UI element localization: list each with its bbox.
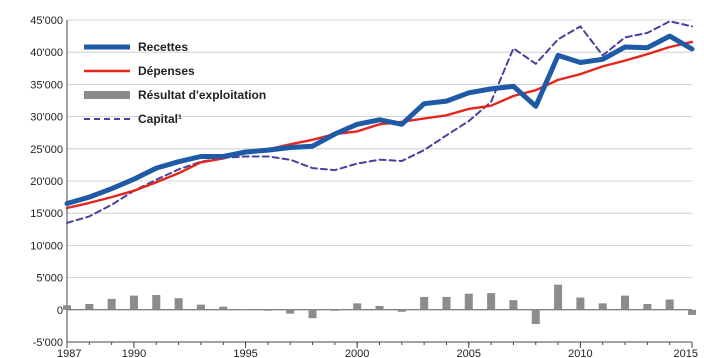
x-tick-label: 1987 xyxy=(57,348,81,358)
y-tick-label: 30'000 xyxy=(30,112,63,124)
bar-resultat-1995 xyxy=(241,309,250,311)
x-tick-label: 2000 xyxy=(345,348,369,358)
y-tick-label: 40'000 xyxy=(30,47,63,59)
x-tick-label: 2015 xyxy=(674,348,698,358)
bar-resultat-2006 xyxy=(487,293,496,310)
x-tick-label: 2005 xyxy=(457,348,481,358)
bar-resultat-2004 xyxy=(442,296,451,310)
y-tick-label: 0 xyxy=(57,305,63,317)
bar-resultat-2015 xyxy=(687,309,697,315)
series-line-depenses xyxy=(65,40,694,210)
bar-resultat-1997 xyxy=(286,309,295,314)
bar-resultat-1992 xyxy=(174,298,183,310)
bar-resultat-2001 xyxy=(375,305,384,310)
bar-resultat-1999 xyxy=(330,309,339,311)
bar-resultat-1990 xyxy=(129,295,138,310)
y-tick-label: 20'000 xyxy=(30,176,63,188)
bar-resultat-2007 xyxy=(509,300,518,310)
y-tick-label: 5'000 xyxy=(36,273,63,285)
y-tick-label: 10'000 xyxy=(30,240,63,252)
series-line-recettes xyxy=(64,33,695,206)
bar-resultat-1988 xyxy=(85,304,94,310)
series-line-capital xyxy=(66,20,693,224)
bar-resultat-2013 xyxy=(643,304,652,310)
bar-resultat-1996 xyxy=(263,309,272,311)
legend: Recettes Dépenses Résultat d'exploitation C… xyxy=(84,40,266,126)
bar-resultat-2009 xyxy=(554,284,563,310)
bar-resultat-2010 xyxy=(576,297,585,310)
y-tick-label: 45'000 xyxy=(30,15,63,27)
bar-resultat-2005 xyxy=(464,293,473,310)
y-tick-label: 35'000 xyxy=(30,79,63,91)
y-tick-label: -5'000 xyxy=(33,337,63,349)
legend-label: Résultat d'exploitation xyxy=(138,88,266,102)
bar-resultat-1993 xyxy=(196,304,205,310)
y-tick-label: 25'000 xyxy=(30,144,63,156)
bar-resultat-2002 xyxy=(397,309,406,312)
axes xyxy=(66,20,693,348)
bar-resultat-1987 xyxy=(62,305,72,310)
gridlines xyxy=(67,19,692,343)
bar-series xyxy=(62,284,697,324)
bar-resultat-2012 xyxy=(621,295,630,310)
bar-resultat-2008 xyxy=(531,309,540,324)
x-tick-label: 2010 xyxy=(568,348,592,358)
bar-resultat-2003 xyxy=(420,296,429,310)
bar-resultat-2011 xyxy=(598,303,607,310)
tick-labels: -5'000 0 5'000 10'000 15'000 20'000 25'000 30'0… xyxy=(30,15,698,358)
legend-label: Dépenses xyxy=(138,64,195,78)
bar-resultat-2014 xyxy=(665,299,674,310)
bar-resultat-1989 xyxy=(107,298,116,310)
legend-label: Recettes xyxy=(138,40,188,54)
bar-resultat-1991 xyxy=(152,294,161,310)
legend-key-2 xyxy=(84,91,130,99)
x-tick-label: 1995 xyxy=(233,348,257,358)
line-series xyxy=(64,20,695,224)
bar-resultat-1998 xyxy=(308,309,317,319)
x-tick-label: 1990 xyxy=(122,348,146,358)
y-tick-label: 15'000 xyxy=(30,208,63,220)
bar-resultat-2000 xyxy=(353,303,362,310)
legend-label: Capital¹ xyxy=(138,112,182,126)
bar-resultat-1994 xyxy=(219,306,228,310)
